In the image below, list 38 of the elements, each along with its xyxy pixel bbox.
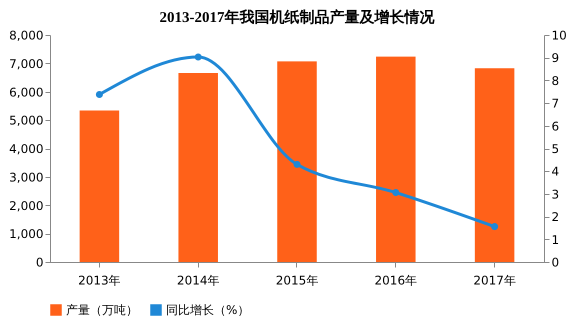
y-tick-label: 4,000	[9, 142, 44, 156]
point	[194, 53, 202, 61]
y-tick-label: 6,000	[9, 85, 44, 100]
point	[491, 223, 498, 230]
legend-label: 产量（万吨）	[66, 303, 138, 317]
x-tick-label: 2013年	[78, 274, 121, 288]
y2-tick-label: 6	[552, 119, 560, 134]
y-tick-label: 7,000	[9, 56, 44, 71]
x-tick-label: 2017年	[473, 274, 516, 288]
bar	[474, 68, 514, 262]
y-tick-label: 5,000	[9, 114, 44, 128]
x-tick-label: 2016年	[374, 274, 418, 288]
y2-tick-label: 4	[552, 164, 560, 179]
bar	[178, 73, 218, 262]
y2-tick-label: 10	[552, 28, 567, 42]
y2-tick-label: 9	[552, 51, 560, 66]
legend-label: 同比增长（%）	[166, 303, 250, 317]
bar	[80, 110, 120, 262]
y-tick-label: 8,000	[9, 28, 44, 42]
y2-tick-label: 5	[552, 142, 560, 156]
y2-tick-label: 0	[552, 256, 560, 270]
x-tick-label: 2015年	[276, 274, 318, 288]
chart-title: 2013-2017年我国机纸制品产量及增长情况	[160, 9, 436, 26]
x-tick-label: 2014年	[176, 274, 220, 288]
y2-tick-label: 1	[552, 232, 560, 247]
point	[96, 90, 103, 98]
bar	[376, 56, 416, 262]
point	[392, 189, 400, 196]
y2-tick-label: 2	[552, 210, 560, 224]
y-tick-label: 1,000	[9, 227, 44, 242]
y2-tick-label: 7	[552, 96, 560, 111]
point	[293, 160, 301, 168]
y-tick-label: 0	[36, 256, 44, 270]
y-tick-label: 3,000	[9, 170, 44, 184]
bar	[277, 61, 317, 262]
y2-tick-label: 8	[552, 74, 560, 88]
y-tick-label: 2,000	[9, 198, 44, 213]
y2-tick-label: 3	[552, 187, 560, 202]
